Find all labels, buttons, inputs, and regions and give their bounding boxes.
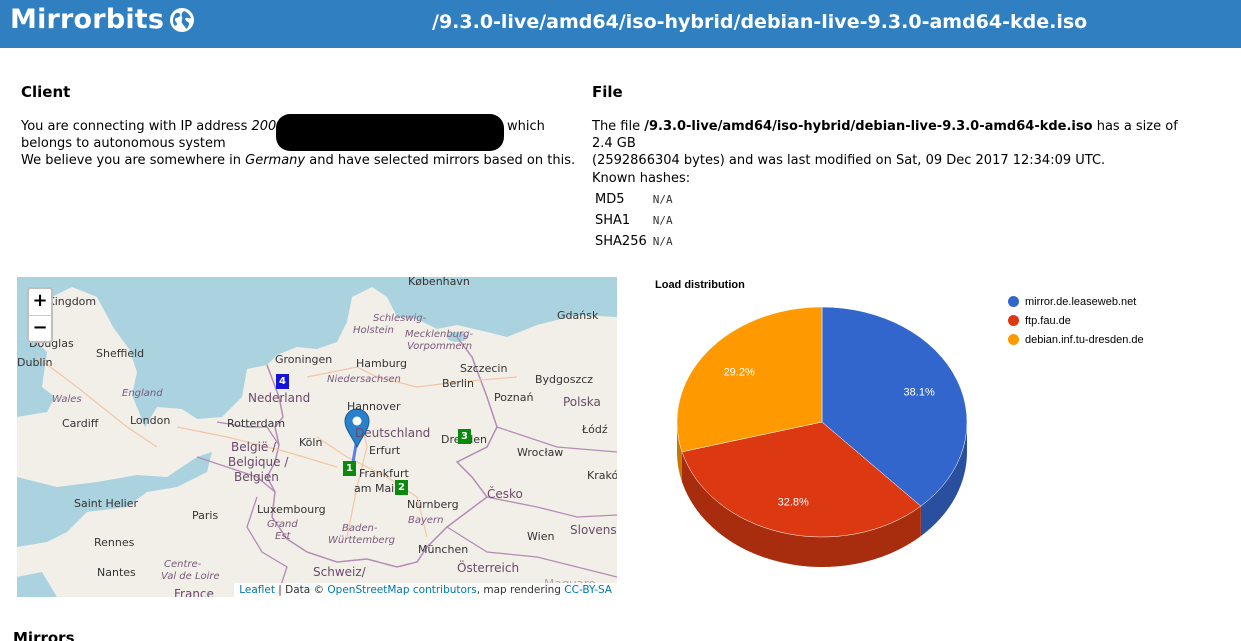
hash-name: SHA1	[595, 213, 631, 228]
load-distribution-chart: Load distribution 38.1% 32.8% 29.2% mirror…	[652, 272, 1241, 592]
legend-item[interactable]: ftp.fau.de	[1008, 311, 1144, 330]
location-pin-icon	[344, 408, 370, 449]
chart-title: Load distribution	[655, 279, 745, 291]
zoom-out-button[interactable]: −	[29, 315, 51, 341]
legend-label: debian.inf.tu-dresden.de	[1025, 333, 1144, 346]
mirror-marker-2[interactable]: 2	[395, 480, 408, 495]
pie-slice-side	[677, 422, 682, 482]
hash-name: SHA256	[595, 234, 647, 249]
hash-row: SHA256 N/A	[592, 231, 676, 252]
map-attribution: Leaflet | Data © OpenStreetMap contribut…	[234, 583, 617, 597]
client-as-line: belongs to autonomous system	[21, 136, 226, 151]
client-location-line: We believe you are somewhere in Germany …	[21, 152, 581, 169]
legend-item[interactable]: mirror.de.leaseweb.net	[1008, 292, 1144, 311]
license-link[interactable]: CC-BY-SA	[564, 584, 612, 596]
pie-slice-label: 29.2%	[724, 367, 755, 379]
redaction-block	[276, 114, 504, 151]
file-line-1: The file /9.3.0-live/amd64/iso-hybrid/de…	[592, 118, 1192, 152]
client-section-title: Client	[21, 83, 71, 101]
brand-logo[interactable]: Mirrorbits	[10, 4, 195, 35]
pie-slice-label: 32.8%	[778, 497, 809, 509]
legend-swatch	[1008, 334, 1019, 345]
hash-value: N/A	[652, 235, 673, 248]
legend-label: ftp.fau.de	[1025, 314, 1071, 327]
client-info: You are connecting with IP address 2001:…	[21, 118, 581, 169]
osm-link[interactable]: OpenStreetMap contributors	[327, 584, 477, 596]
known-hashes-label: Known hashes:	[592, 171, 691, 186]
globe-icon	[170, 7, 195, 32]
file-info: The file /9.3.0-live/amd64/iso-hybrid/de…	[592, 118, 1192, 169]
client-country: Germany	[245, 153, 306, 168]
chart-legend: mirror.de.leaseweb.net ftp.fau.de debian…	[1008, 292, 1144, 349]
file-path: /9.3.0-live/amd64/iso-hybrid/debian-live…	[644, 119, 1093, 134]
legend-label: mirror.de.leaseweb.net	[1025, 295, 1137, 308]
hash-name: MD5	[595, 192, 625, 207]
legend-swatch	[1008, 296, 1019, 307]
zoom-in-button[interactable]: +	[32, 290, 48, 311]
legend-swatch	[1008, 315, 1019, 326]
client-ip-suffix: which	[507, 119, 545, 134]
brand-name: Mirrorbits	[10, 4, 165, 35]
hash-table: MD5 N/A SHA1 N/A SHA256 N/A	[592, 189, 676, 252]
pie-slice-side	[681, 451, 921, 567]
file-section-title: File	[592, 83, 623, 101]
pie-slice-1[interactable]	[821, 306, 968, 507]
top-header-bar: Mirrorbits /9.3.0-live/amd64/iso-hybrid/…	[0, 0, 1241, 48]
mirror-marker-4[interactable]: 4	[276, 374, 289, 389]
client-belief-prefix: We believe you are somewhere in	[21, 153, 241, 168]
leaflet-link[interactable]: Leaflet	[239, 584, 275, 596]
map-zoom-control: + −	[27, 287, 53, 343]
hash-value: N/A	[652, 214, 673, 227]
pie-chart: 38.1% 32.8% 29.2%	[676, 306, 968, 567]
file-line-2: (2592866304 bytes) and was last modified…	[592, 153, 1106, 168]
hash-value: N/A	[652, 193, 673, 206]
known-hashes: Known hashes: MD5 N/A SHA1 N/A SHA256 N/…	[592, 170, 690, 252]
header-file-path: /9.3.0-live/amd64/iso-hybrid/debian-live…	[432, 11, 1088, 33]
pie-slice-label: 38.1%	[904, 387, 935, 399]
mirror-marker-1[interactable]: 1	[343, 461, 356, 476]
map-tiles	[17, 277, 617, 597]
legend-item[interactable]: debian.inf.tu-dresden.de	[1008, 330, 1144, 349]
mirror-map[interactable]: København Gdańsk d Kingdom Schleswig- Ho…	[17, 277, 617, 597]
file-line1-prefix: The file	[592, 119, 641, 134]
client-belief-suffix: and have selected mirrors based on this.	[309, 153, 576, 168]
hash-row: MD5 N/A	[592, 189, 676, 210]
mirror-marker-3[interactable]: 3	[458, 429, 471, 444]
attribution-sep-1: | Data ©	[274, 584, 328, 596]
mirrors-section-title: Mirrors	[13, 629, 75, 641]
pie-slice-side	[920, 422, 967, 537]
file-size: has a size of 2.4 GB	[592, 119, 1178, 151]
client-ip-prefix: You are connecting with IP address	[21, 119, 248, 134]
pie-slice-3[interactable]	[676, 306, 823, 453]
hash-row: SHA1 N/A	[592, 210, 676, 231]
attribution-sep-2: , map rendering	[476, 584, 565, 596]
pie-slice-2[interactable]	[681, 421, 922, 538]
